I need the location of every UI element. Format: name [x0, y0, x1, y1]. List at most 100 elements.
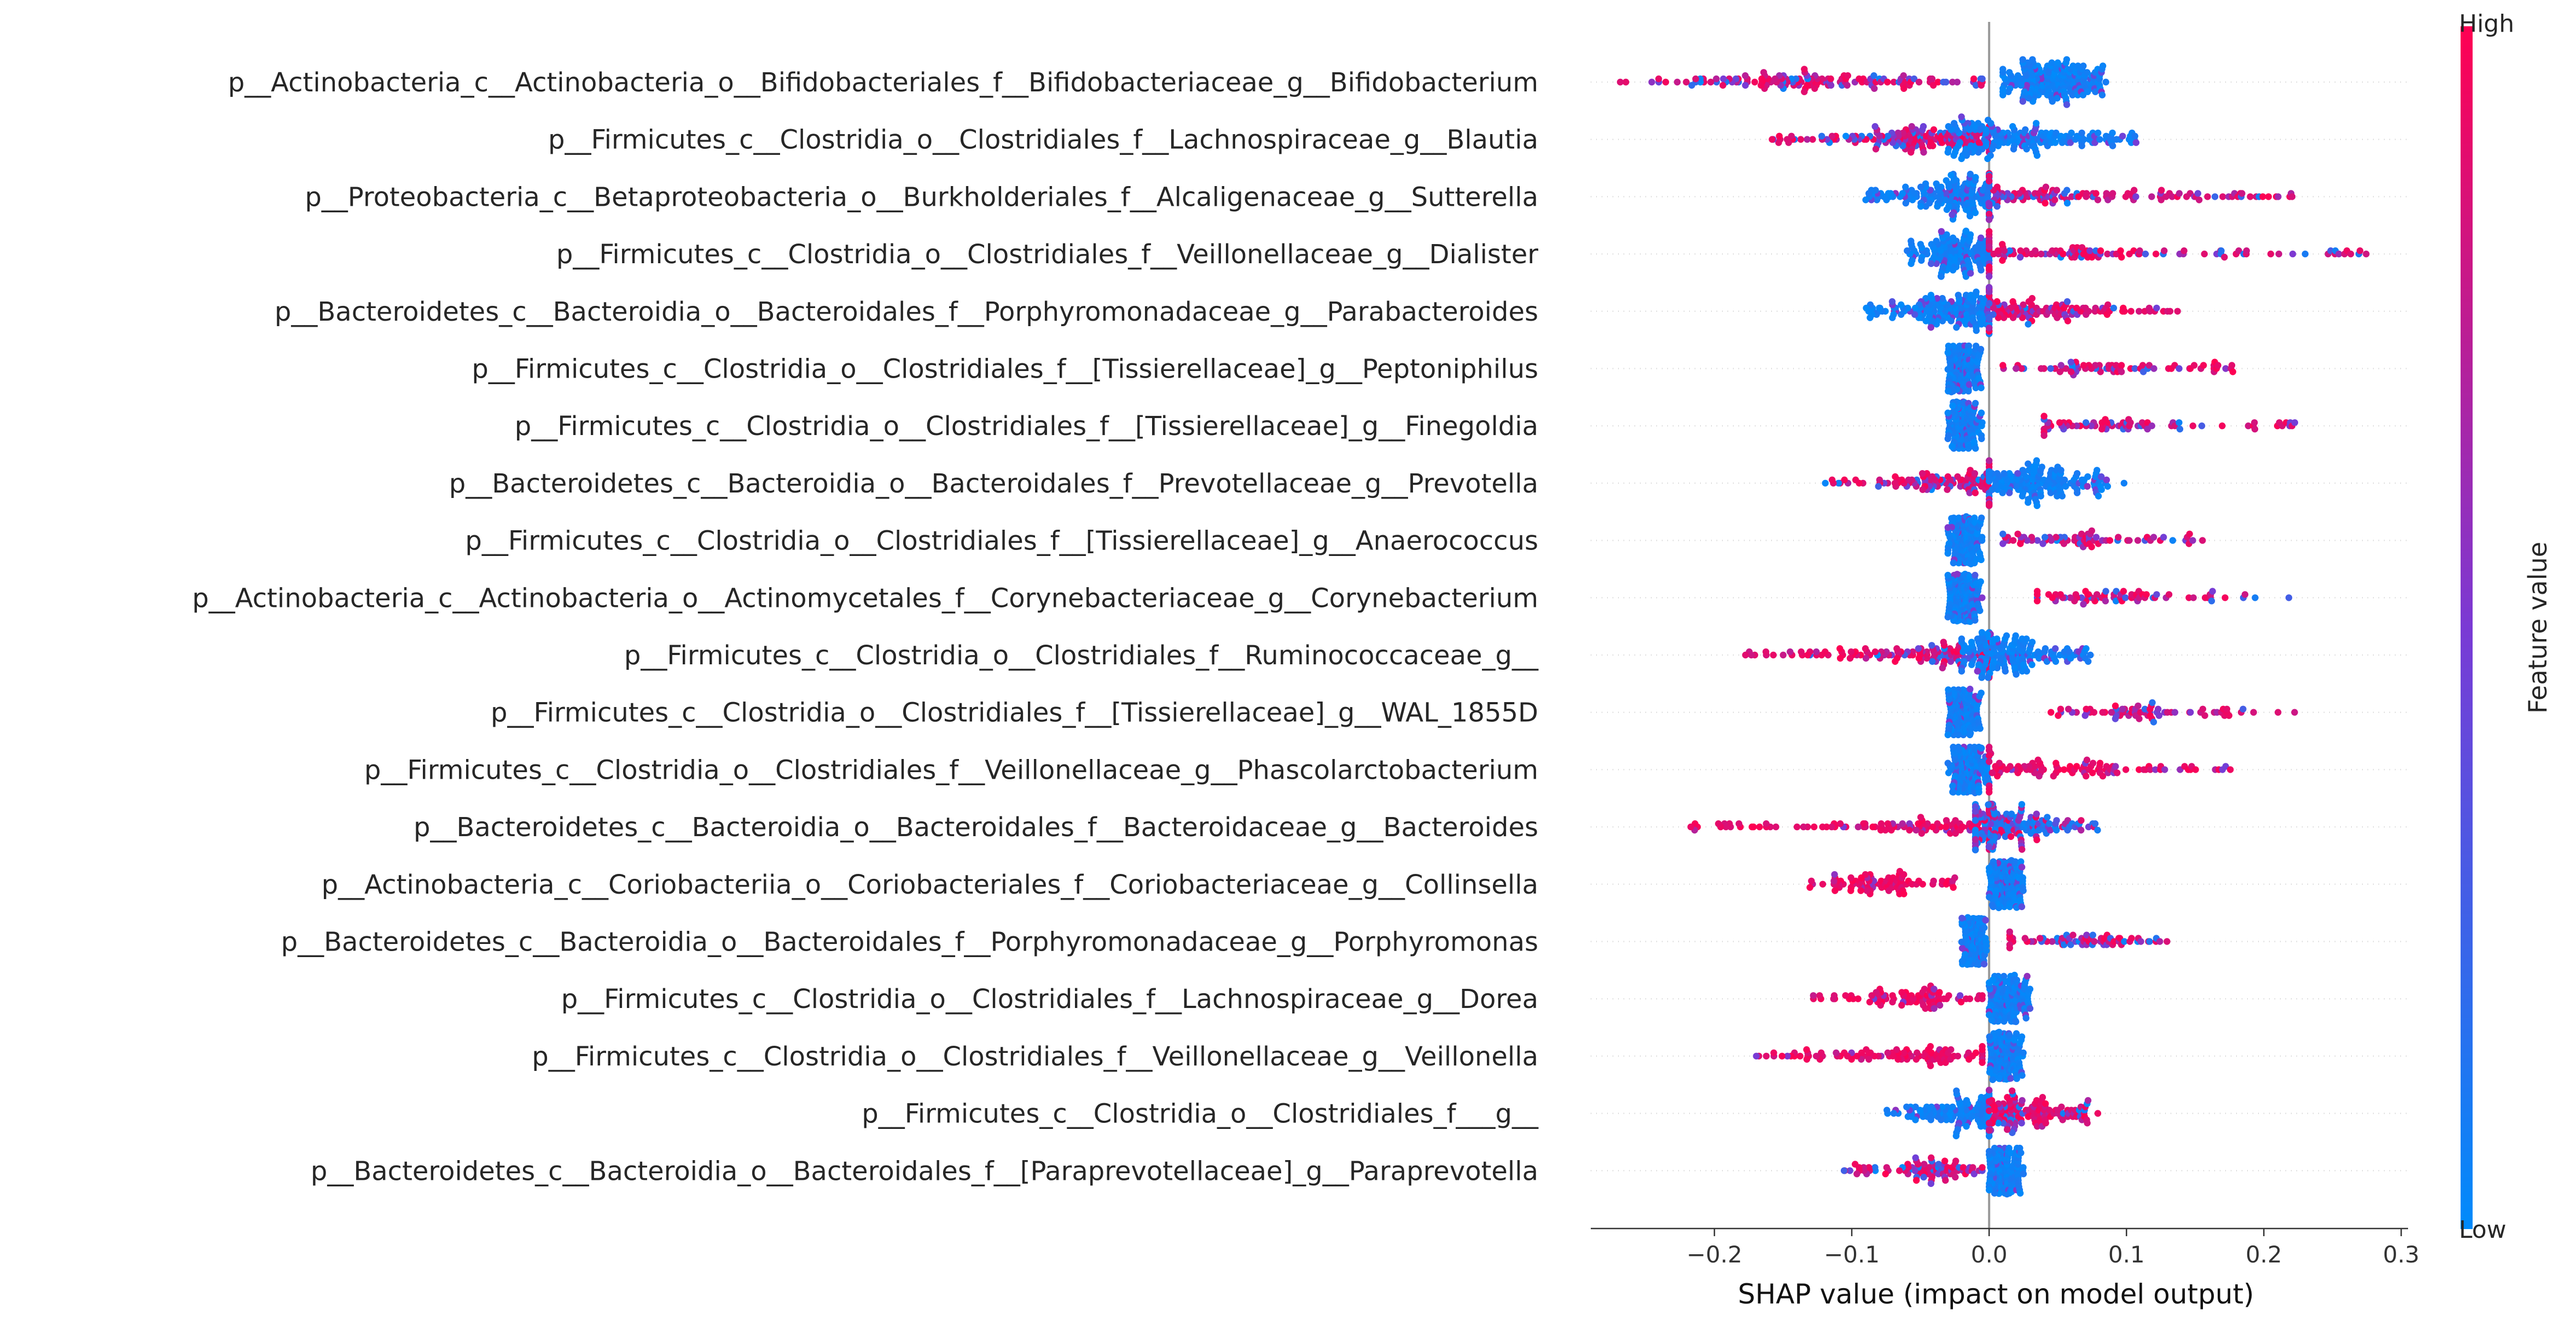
shap-point-9-1-16 [2080, 600, 2087, 608]
shap-point-10-0-95 [1862, 645, 1869, 652]
shap-point-0-0-134 [1662, 78, 1670, 86]
shap-point-2-1-107 [2211, 193, 2219, 200]
shap-point-13-1-144 [2046, 820, 2053, 827]
shap-point-7-1-48 [2037, 493, 2044, 500]
shap-point-15-0-162 [1958, 945, 1966, 952]
shap-point-18-0-76 [1952, 1132, 1960, 1139]
shap-point-7-1-88 [2001, 470, 2008, 477]
shap-point-13-1-80 [2019, 846, 2026, 853]
shap-point-10-1-137 [2042, 645, 2049, 652]
shap-point-1-0-138 [1823, 136, 1830, 143]
shap-point-0-1-193 [2098, 91, 2106, 99]
shap-point-7-1-121 [1986, 474, 1993, 482]
shap-point-12-1-64 [2114, 769, 2121, 777]
shap-point-16-1-167 [2026, 1005, 2034, 1012]
shap-point-9-1-68 [2252, 594, 2259, 601]
shap-point-3-0-85 [1978, 234, 1985, 241]
shap-point-2-1-34 [2053, 187, 2061, 194]
shap-point-1-1-139 [1945, 123, 1952, 130]
shap-point-12-1-74 [1986, 744, 1993, 751]
shap-point-3-1-111 [2363, 250, 2370, 258]
shap-point-1-0-8 [1920, 123, 1927, 130]
shap-point-17-0-97 [1753, 1052, 1760, 1060]
shap-point-17-1-147 [1986, 1069, 1993, 1076]
shap-point-14-0-71 [1930, 877, 1937, 885]
shap-point-7-1-148 [2098, 473, 2105, 480]
shap-point-1-1-134 [2078, 129, 2085, 137]
shap-point-2-1-45 [1993, 202, 2001, 210]
shap-point-5-1-69 [2229, 368, 2236, 375]
shap-point-8-0-165 [1978, 514, 1985, 522]
shap-point-1-1-11 [2009, 123, 2016, 130]
shap-point-5-1-39 [2047, 365, 2054, 372]
shap-point-17-1-122 [1989, 1076, 1996, 1084]
shap-point-18-1-33 [2004, 1126, 2011, 1133]
shap-point-3-1-86 [2201, 250, 2208, 258]
shap-point-14-0-67 [1831, 871, 1838, 878]
shap-point-8-1-34 [2034, 537, 2041, 544]
shap-point-7-1-151 [2103, 476, 2110, 484]
shap-point-7-1-104 [2059, 493, 2066, 500]
shap-point-0-0-27 [1801, 66, 1808, 73]
shap-point-17-1-167 [2020, 1049, 2027, 1057]
shap-point-13-0-91 [1793, 823, 1801, 831]
shap-point-14-1-120 [1988, 901, 1996, 908]
shap-point-6-0-121 [1949, 402, 1956, 409]
shap-point-6-0-130 [1949, 443, 1956, 450]
shap-point-4-1-16 [2019, 314, 2026, 321]
shap-point-10-0-49 [1915, 654, 1923, 662]
shap-point-4-1-52 [1994, 314, 2002, 321]
shap-point-1-1-88 [2051, 139, 2059, 146]
shap-point-13-0-96 [1756, 823, 1763, 831]
shap-point-2-0-69 [1972, 209, 1979, 216]
shap-point-2-1-53 [2063, 200, 2071, 207]
shap-point-6-0-167 [1979, 419, 1986, 426]
shap-point-1-1-148 [2095, 129, 2102, 137]
shap-point-16-0-40 [1936, 989, 1943, 996]
shap-point-10-0-100 [1847, 648, 1855, 656]
shap-point-7-1-12 [2025, 460, 2032, 467]
shap-point-8-1-63 [2169, 537, 2176, 544]
shap-point-14-1-142 [1986, 894, 1993, 901]
shap-point-4-1-111 [2174, 308, 2181, 315]
shap-point-4-1-101 [2127, 308, 2135, 315]
shap-point-12-0-164 [1945, 769, 1952, 777]
shap-point-15-1-65 [2146, 938, 2153, 945]
shap-point-5-1-42 [2150, 365, 2158, 372]
shap-point-8-1-55 [1999, 540, 2007, 547]
shap-point-8-0-164 [1978, 556, 1985, 564]
shap-point-5-0-148 [1945, 387, 1952, 395]
shap-point-13-0-3 [1943, 817, 1950, 824]
shap-point-9-1-63 [2208, 598, 2216, 605]
shap-point-12-1-31 [2083, 756, 2091, 763]
shap-point-9-0-166 [1977, 578, 1984, 586]
shap-point-4-1-29 [2009, 298, 2016, 305]
shap-point-1-0-95 [1871, 123, 1879, 130]
shap-point-10-0-125 [1742, 651, 1749, 659]
shap-point-8-1-69 [2199, 537, 2206, 544]
shap-point-17-1-165 [2019, 1072, 2026, 1079]
shap-point-3-0-48 [1967, 270, 1974, 277]
shap-point-1-1-147 [2091, 139, 2098, 146]
shap-point-5-1-2 [2097, 368, 2104, 375]
shap-point-5-1-36 [2139, 362, 2147, 369]
shap-point-7-1-53 [2014, 470, 2021, 477]
shap-point-7-1-152 [2104, 483, 2111, 490]
shap-point-15-1-15 [2069, 931, 2077, 938]
shap-point-2-1-99 [2176, 190, 2183, 197]
shap-point-0-0-30 [1844, 82, 1851, 89]
shap-point-17-1-149 [1986, 1033, 1993, 1040]
shap-point-2-1-104 [2194, 190, 2201, 197]
shap-point-1-1-156 [2109, 129, 2116, 137]
shap-point-18-1-17 [2009, 1087, 2016, 1094]
shap-point-4-0-165 [1866, 314, 1874, 321]
shap-point-10-0-101 [1846, 654, 1854, 662]
shap-point-13-1-119 [1972, 836, 1979, 843]
shap-point-11-0-151 [1945, 686, 1952, 693]
shap-point-13-1-166 [2091, 820, 2099, 827]
shap-point-4-0-159 [1876, 304, 1883, 312]
shap-point-2-1-51 [2063, 187, 2071, 194]
shap-point-1-1-137 [2080, 136, 2087, 143]
shap-point-1-0-9 [1920, 149, 1927, 156]
shap-point-12-0-148 [1949, 789, 1956, 796]
